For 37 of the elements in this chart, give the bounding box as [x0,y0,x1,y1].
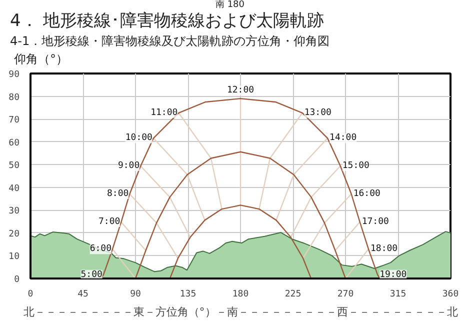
x-tick-label: 135 [180,290,196,300]
chart-title: 4． 地形稜線･障害物稜線および太陽軌跡 [10,10,324,32]
annotation: 11:00 [150,108,178,118]
y-tick-label: 0 [14,275,20,285]
annotation: 13:00 [304,108,332,118]
y-tick-label: 40 [8,184,20,194]
annotation: 7:00 [98,217,120,228]
x-tick-label: 45 [78,290,88,300]
annotation: 14:00 [330,133,357,144]
y-tick-label: 90 [8,70,20,80]
x-tick-label: 315 [390,290,406,300]
annotation: 15:00 [342,160,370,171]
x-tick-label: 0 [28,290,34,300]
x-tick-label: 270 [337,290,354,300]
x-tick-label: 90 [130,290,141,300]
annotation: 8:00 [106,188,129,199]
chart-subtitle: 4-1．地形稜線・障害物稜線及び太陽軌跡の方位角・仰角図 [10,33,330,50]
annotation: 17:00 [362,217,389,228]
y-tick-label: 60 [8,138,20,148]
x-axis-title: 北－－－－－－－－－東－方位角（°）－南－－－－－－－－－西－－－－－－－－－北 [23,306,458,318]
x-tick-label: 360 [442,290,459,300]
x-tick-label: 180 [232,290,249,300]
y-tick-label: 50 [8,161,20,172]
annotation: 12:00 [226,86,254,96]
y-tick-label: 70 [8,116,20,126]
x-tick-label: 225 [284,290,302,300]
y-tick-label: 80 [8,92,20,103]
annotation: 10:00 [125,133,152,144]
annotation: 19:00 [380,270,407,280]
annotation: 9:00 [118,160,140,171]
y-axis-title: 仰角（°） [14,51,68,68]
annotation: 18:00 [370,244,398,254]
annotation: 5:00 [80,270,102,280]
y-tick-label: 30 [8,206,20,217]
annotation: 16:00 [353,188,380,199]
y-tick-label: 20 [8,229,20,240]
y-tick-label: 10 [8,252,20,262]
